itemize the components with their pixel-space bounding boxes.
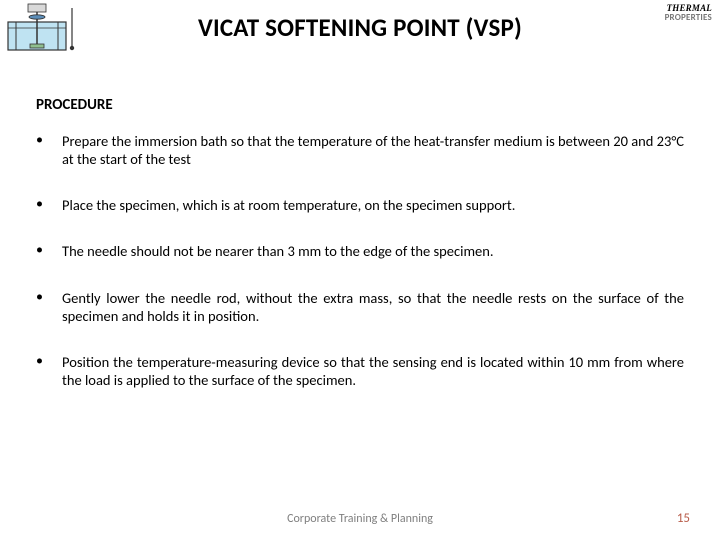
procedure-list: • Prepare the immersion bath so that the… xyxy=(36,132,684,417)
list-item: • Gently lower the needle rod, without t… xyxy=(36,289,684,325)
slide: VICAT SOFTENING POINT (VSP) THERMAL PROP… xyxy=(0,0,720,540)
header: VICAT SOFTENING POINT (VSP) THERMAL PROP… xyxy=(0,0,720,60)
footer: Corporate Training & Planning 15 xyxy=(0,512,720,526)
page-number: 15 xyxy=(677,511,690,526)
list-item: • Place the specimen, which is at room t… xyxy=(36,196,684,214)
list-item: • The needle should not be nearer than 3… xyxy=(36,242,684,260)
bullet-text: The needle should not be nearer than 3 m… xyxy=(62,242,494,260)
logo-line-2: PROPERTIES xyxy=(665,13,712,22)
bullet-text: Place the specimen, which is at room tem… xyxy=(62,196,515,214)
brand-logo: THERMAL PROPERTIES xyxy=(665,4,712,23)
bullet-icon: • xyxy=(36,196,62,214)
bullet-icon: • xyxy=(36,132,62,168)
bullet-icon: • xyxy=(36,242,62,260)
bullet-icon: • xyxy=(36,353,62,389)
slide-title: VICAT SOFTENING POINT (VSP) xyxy=(0,12,720,43)
list-item: • Position the temperature-measuring dev… xyxy=(36,353,684,389)
footer-text: Corporate Training & Planning xyxy=(0,512,720,526)
list-item: • Prepare the immersion bath so that the… xyxy=(36,132,684,168)
bullet-text: Gently lower the needle rod, without the… xyxy=(62,289,684,325)
section-heading: PROCEDURE xyxy=(36,96,113,114)
bullet-icon: • xyxy=(36,289,62,325)
bullet-text: Position the temperature-measuring devic… xyxy=(62,353,684,389)
bullet-text: Prepare the immersion bath so that the t… xyxy=(62,132,684,168)
